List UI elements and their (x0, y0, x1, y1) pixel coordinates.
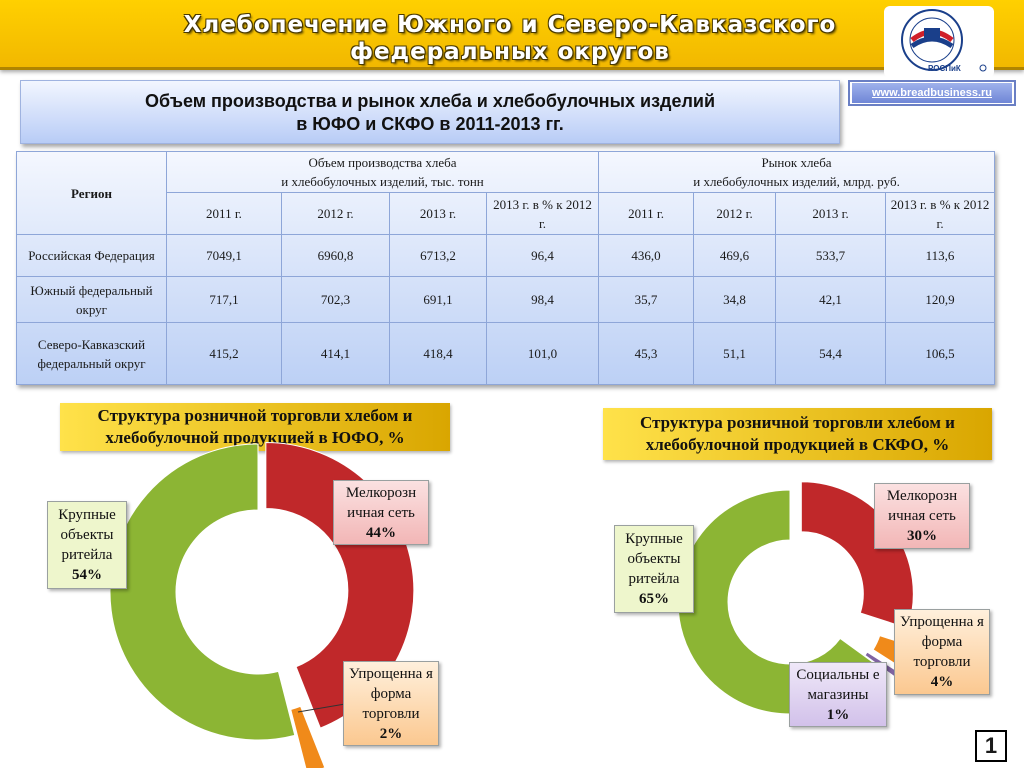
page-title-line2: федеральных округов (350, 39, 670, 65)
table-row: Северо-Кавказский федеральный округ 415,… (16, 322, 996, 385)
chart1-label-small-retail: Мелкорозн ичная сеть 44% (333, 480, 429, 545)
table-cell: 34,8 (693, 276, 777, 323)
table-cell: 418,4 (389, 322, 487, 385)
header-banner (0, 0, 1024, 70)
chart1-leader-line (297, 703, 346, 713)
table-cell: 106,5 (885, 322, 996, 385)
chart1-label-small-retail-text: Мелкорозн ичная сеть (345, 485, 417, 521)
chart2-label-small-retail-value: 30% (907, 528, 937, 544)
subheader-cell: 2012 г. (281, 192, 390, 235)
chart2-label-simplified-value: 4% (930, 674, 954, 690)
table-row: Российская Федерация 7049,1 6960,8 6713,… (16, 234, 996, 277)
chart1-label-retail-value: 54% (72, 567, 102, 583)
page-number: 1 (975, 730, 1007, 762)
chart2-label-social-text: Социальны е магазины (796, 667, 880, 703)
chart2-label-retail-value: 65% (639, 591, 669, 607)
subheader-cell: 2012 г. (693, 192, 777, 235)
subheader-cell: 2013 г. в % к 2012 г. (885, 192, 996, 235)
chart1-label-retail-text: Крупные объекты ритейла (58, 507, 116, 563)
subheader-cell: 2011 г. (166, 192, 282, 235)
table-cell: 7049,1 (166, 234, 282, 277)
table-cell: 717,1 (166, 276, 282, 323)
logo (884, 6, 994, 78)
page-title-line1: Хлебопечение Южного и Северо-Кавказского (183, 12, 837, 38)
chart2-label-simplified-text: Упрощенна я форма торговли (900, 614, 984, 670)
table-cell: 415,2 (166, 322, 282, 385)
subheader-cell: 2013 г. в % к 2012 г. (485, 192, 600, 235)
table-subheader-row: 2011 г. 2012 г. 2013 г. 2013 г. в % к 20… (17, 192, 996, 235)
main-title-line1: Объем производства и рынок хлеба и хлебо… (144, 91, 716, 111)
data-table: Регион Объем производства хлеба и хлебоб… (16, 151, 996, 385)
table-header-row: Регион Объем производства хлеба и хлебоб… (16, 151, 996, 235)
chart1-label-small-retail-value: 44% (366, 525, 396, 541)
region-cell: Северо-Кавказский федеральный округ (16, 322, 167, 385)
table-cell: 54,4 (775, 322, 887, 385)
table-cell: 414,1 (281, 322, 390, 385)
table-cell: 42,1 (775, 276, 887, 323)
chart1-label-retail: Крупные объекты ритейла 54% (47, 501, 127, 589)
table-cell: 533,7 (775, 234, 887, 277)
chart1-slice-1 (290, 705, 326, 768)
chart2-label-small-retail: Мелкорозн ичная сеть 30% (874, 483, 970, 549)
bakers-guild-logo-icon (901, 9, 987, 72)
chart2-label-simplified: Упрощенна я форма торговли 4% (894, 609, 990, 695)
chart2-title: Структура розничной торговли хлебом и хл… (603, 408, 992, 460)
page-title: Хлебопечение Южного и Северо-Кавказского… (140, 12, 880, 66)
region-header: Регион (16, 151, 167, 235)
main-title-box (20, 80, 840, 144)
chart1-title: Структура розничной торговли хлебом и хл… (60, 403, 450, 451)
table-cell: 98,4 (485, 276, 600, 323)
region-cell: Российская Федерация (16, 234, 167, 277)
main-title: Объем производства и рынок хлеба и хлебо… (20, 90, 840, 136)
market-group-header: Рынок хлеба и хлебобулочных изделий, млр… (598, 151, 996, 193)
chart1-label-simplified-text: Упрощенна я форма торговли (349, 666, 433, 722)
chart1-label-simplified: Упрощенна я форма торговли 2% (343, 661, 439, 746)
chart2-label-retail-text: Крупные объекты ритейла (625, 531, 683, 587)
chart1-slice-2 (109, 443, 296, 741)
region-cell: Южный федеральный округ (16, 276, 167, 323)
production-group-line2: и хлебобулочных изделий, тыс. тонн (281, 174, 484, 189)
table-row: Южный федеральный округ 717,1 702,3 691,… (16, 276, 996, 323)
table-cell: 113,6 (885, 234, 996, 277)
table-cell: 45,3 (598, 322, 695, 385)
table-cell: 120,9 (885, 276, 996, 323)
table-cell: 691,1 (389, 276, 487, 323)
chart2-label-retail: Крупные объекты ритейла 65% (614, 525, 694, 613)
chart2-label-small-retail-text: Мелкорозн ичная сеть (886, 488, 958, 524)
subheader-cell: 2011 г. (598, 192, 695, 235)
website-link[interactable]: www.breadbusiness.ru (852, 83, 1012, 103)
chart2-label-social-value: 1% (826, 707, 850, 723)
table-cell: 436,0 (598, 234, 695, 277)
market-group-line2: и хлебобулочных изделий, млрд. руб. (693, 174, 900, 189)
subheader-cell: 2013 г. (775, 192, 887, 235)
market-group-line1: Рынок хлеба (761, 155, 832, 170)
chart1-label-simplified-value: 2% (379, 726, 403, 742)
chart2-slice-3 (677, 489, 882, 715)
main-title-line2: в ЮФО и СКФО в 2011-2013 гг. (296, 114, 564, 134)
logo-text: РОСПиК (928, 64, 961, 73)
table-cell: 702,3 (281, 276, 390, 323)
chart2-label-social: Социальны е магазины 1% (789, 662, 887, 727)
table-cell: 51,1 (693, 322, 777, 385)
production-group-line1: Объем производства хлеба (308, 155, 457, 170)
table-cell: 96,4 (485, 234, 600, 277)
table-cell: 101,0 (485, 322, 600, 385)
